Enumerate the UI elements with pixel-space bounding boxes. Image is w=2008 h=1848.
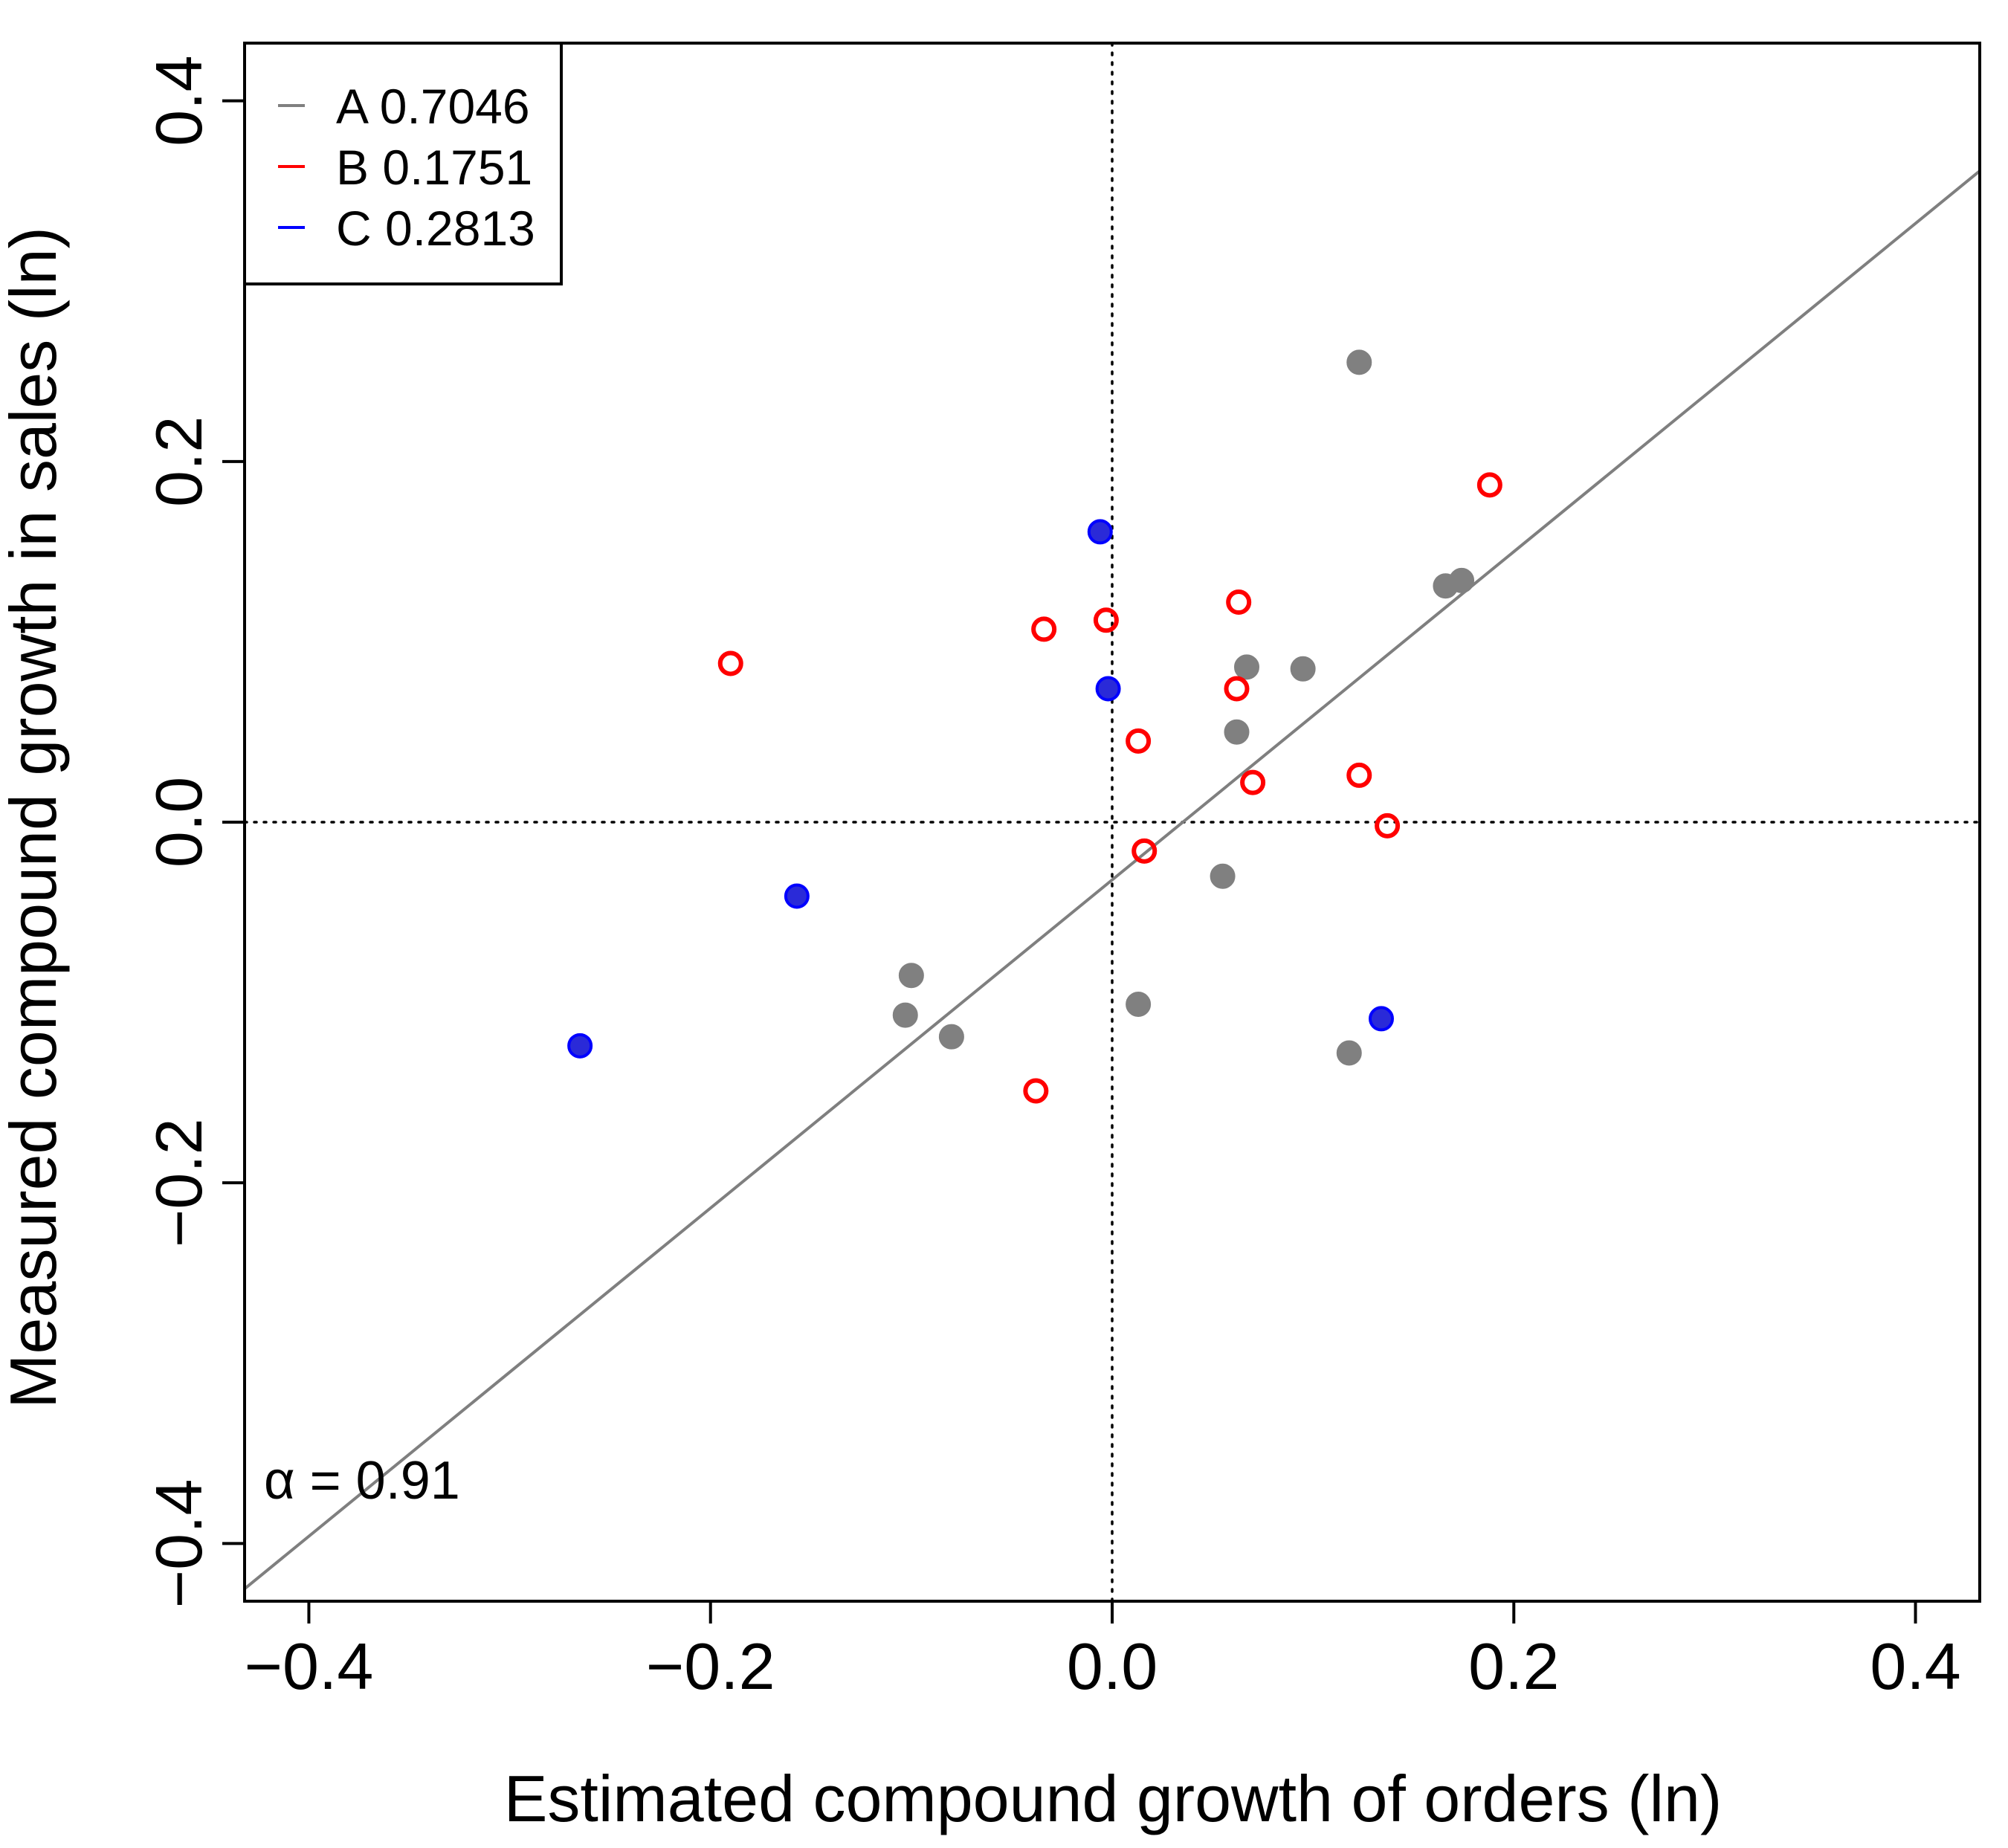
- data-point: [1346, 349, 1372, 375]
- data-point: [1336, 1040, 1362, 1066]
- data-point: [1093, 607, 1119, 633]
- x-tick-label: −0.4: [245, 1629, 374, 1703]
- legend-label: A 0.7046: [336, 79, 530, 134]
- data-point: [1126, 992, 1152, 1018]
- data-point: [717, 650, 743, 676]
- plot-layer: −0.4 −0.2 0.0 0.2 0.4 −0.4 −0.2 0.0 0.2 0.4 A 0.70…: [142, 42, 1981, 1703]
- data-point: [938, 1024, 964, 1050]
- series-a: [892, 349, 1475, 1066]
- data-point: [1131, 838, 1158, 864]
- data-point: [1290, 656, 1316, 682]
- x-tick-label: 0.4: [1870, 1629, 1960, 1703]
- legend: A 0.7046 B 0.1751 C 0.2813: [243, 42, 563, 285]
- plot-area: [245, 43, 1980, 1601]
- data-point: [1031, 616, 1057, 642]
- data-point: [1476, 472, 1502, 498]
- data-point: [1126, 728, 1152, 754]
- data-point: [1210, 863, 1236, 889]
- data-point: [1087, 519, 1113, 545]
- y-tick-label: −0.2: [142, 1118, 216, 1247]
- data-point: [1449, 567, 1475, 593]
- data-point: [1095, 676, 1121, 702]
- legend-label: C 0.2813: [336, 201, 535, 256]
- data-point: [1346, 762, 1372, 788]
- data-point: [567, 1033, 593, 1059]
- series-b: [717, 472, 1502, 1104]
- fit-line: [245, 169, 1980, 1590]
- data-point: [784, 883, 810, 909]
- data-point: [1224, 676, 1250, 702]
- data-point: [1233, 654, 1259, 680]
- x-tick-label: 0.2: [1468, 1629, 1559, 1703]
- data-point: [1226, 589, 1252, 616]
- y-tick-label: 0.4: [142, 55, 216, 146]
- legend-label: B 0.1751: [336, 140, 532, 195]
- data-point: [1375, 812, 1401, 839]
- y-tick-label: 0.2: [142, 416, 216, 507]
- x-tick-label: 0.0: [1067, 1629, 1158, 1703]
- alpha-annotation: α = 0.91: [264, 1451, 460, 1511]
- y-axis-label: Measured compound growth in sales (ln): [0, 227, 70, 1409]
- x-axis-label: Estimated compound growth of orders (ln): [504, 1762, 1723, 1835]
- legend-box: [243, 42, 563, 285]
- data-point: [892, 1002, 918, 1028]
- x-tick-label: −0.2: [646, 1629, 775, 1703]
- data-point: [898, 963, 924, 989]
- data-point: [1023, 1078, 1049, 1104]
- y-tick-label: 0.0: [142, 777, 216, 868]
- series-c: [567, 519, 1394, 1059]
- y-tick-label: −0.4: [142, 1479, 216, 1609]
- data-point: [1240, 769, 1266, 795]
- data-point: [1224, 719, 1250, 745]
- data-point: [1368, 1006, 1394, 1032]
